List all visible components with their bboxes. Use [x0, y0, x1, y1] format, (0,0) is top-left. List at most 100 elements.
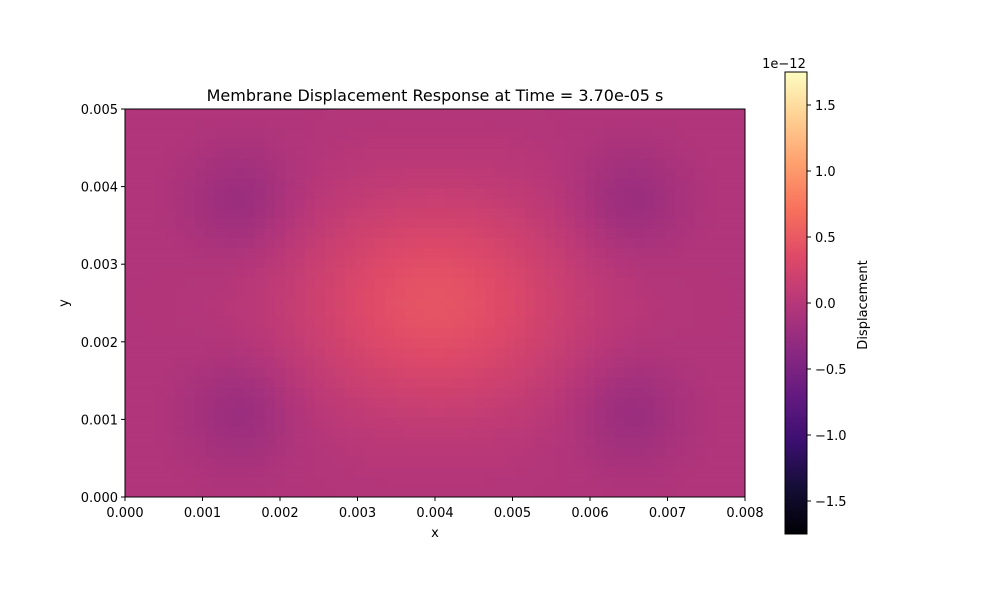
heatmap-cell [655, 138, 666, 150]
heatmap-cell [655, 258, 666, 269]
heatmap-cell [445, 337, 456, 349]
heatmap-cell [325, 487, 336, 497]
heatmap-cell [565, 148, 576, 160]
heatmap-cell [265, 347, 276, 359]
heatmap-cell [245, 347, 256, 359]
heatmap-cell [195, 188, 206, 200]
heatmap-cell [245, 307, 256, 319]
heatmap-cell [525, 128, 536, 140]
heatmap-cell [495, 228, 506, 239]
heatmap-cell [575, 268, 586, 279]
heatmap-cell [245, 427, 256, 438]
heatmap-cell [625, 178, 636, 190]
heatmap-cell [275, 317, 286, 329]
heatmap-cell [735, 457, 745, 468]
heatmap-cell [245, 168, 256, 180]
heatmap-cell [685, 218, 696, 229]
heatmap-cell [225, 188, 236, 200]
heatmap-cell [575, 447, 586, 458]
heatmap-cell [285, 208, 296, 220]
heatmap-cell [675, 397, 686, 409]
heatmap-cell [625, 288, 636, 299]
heatmap-cell [195, 278, 206, 289]
heatmap-cell [265, 228, 276, 239]
heatmap-cell [665, 397, 676, 409]
heatmap-cell [555, 397, 566, 409]
heatmap-cell [425, 268, 436, 279]
heatmap-cell [515, 317, 526, 329]
heatmap-cell [175, 397, 186, 409]
heatmap-cell [405, 178, 416, 190]
heatmap-cell [525, 158, 536, 170]
heatmap-cell [295, 258, 306, 269]
heatmap-cell [645, 457, 656, 468]
heatmap-cell [655, 148, 666, 160]
heatmap-cell [735, 188, 745, 200]
heatmap-cell [255, 148, 266, 160]
heatmap-cell [635, 327, 646, 339]
heatmap-cell [525, 447, 536, 458]
heatmap-cell [685, 417, 696, 428]
heatmap-cell [535, 218, 546, 229]
heatmap-cell [485, 278, 496, 289]
heatmap-cell [375, 248, 386, 259]
heatmap-cell [295, 148, 306, 160]
heatmap-cell [545, 218, 556, 229]
heatmap-cell [295, 268, 306, 279]
heatmap-cell [485, 109, 496, 120]
heatmap-cell [435, 307, 446, 319]
heatmap-cell [195, 487, 206, 497]
heatmap-cell [175, 317, 186, 329]
heatmap-cell [305, 109, 316, 120]
heatmap-cell [665, 158, 676, 170]
heatmap-cell [245, 288, 256, 299]
heatmap-cell [695, 248, 706, 259]
heatmap-cell [735, 377, 745, 389]
heatmap-cell [275, 367, 286, 379]
heatmap-cell [615, 218, 626, 229]
heatmap-cell [385, 198, 396, 210]
heatmap-cell [255, 138, 266, 150]
heatmap-cell [295, 307, 306, 319]
heatmap-cell [735, 258, 745, 269]
heatmap-cell [475, 109, 486, 120]
heatmap-cell [285, 347, 296, 359]
heatmap-cell [465, 357, 476, 369]
heatmap-cell [605, 437, 616, 448]
heatmap-cell [295, 377, 306, 389]
heatmap-cell [505, 118, 516, 130]
heatmap-cell [235, 248, 246, 259]
heatmap-cell [125, 367, 136, 379]
heatmap-cell [195, 437, 206, 448]
heatmap-cell [535, 357, 546, 369]
heatmap-cell [325, 347, 336, 359]
heatmap-cell [465, 337, 476, 349]
heatmap-cell [705, 288, 716, 299]
heatmap-cell [165, 258, 176, 269]
heatmap-cell [355, 148, 366, 160]
heatmap-cell [315, 477, 326, 488]
heatmap-cell [535, 109, 546, 120]
heatmap-cell [265, 248, 276, 259]
heatmap-cell [435, 228, 446, 239]
heatmap-cell [465, 298, 476, 309]
heatmap-cell [455, 397, 466, 409]
heatmap-cell [215, 198, 226, 210]
heatmap-cell [335, 407, 346, 419]
heatmap-cell [205, 188, 216, 200]
heatmap-cell [655, 248, 666, 259]
heatmap-cell [555, 387, 566, 399]
heatmap-cell [715, 298, 726, 309]
heatmap-cell [205, 407, 216, 419]
heatmap-cell [295, 278, 306, 289]
heatmap-cell [385, 487, 396, 497]
heatmap-cell [625, 238, 636, 249]
heatmap-cell [675, 258, 686, 269]
heatmap-cell [355, 417, 366, 428]
heatmap-cell [545, 367, 556, 379]
heatmap-cell [165, 208, 176, 220]
heatmap-cell [395, 407, 406, 419]
heatmap-cell [595, 417, 606, 428]
heatmap-cell [565, 487, 576, 497]
heatmap-cell [645, 407, 656, 419]
